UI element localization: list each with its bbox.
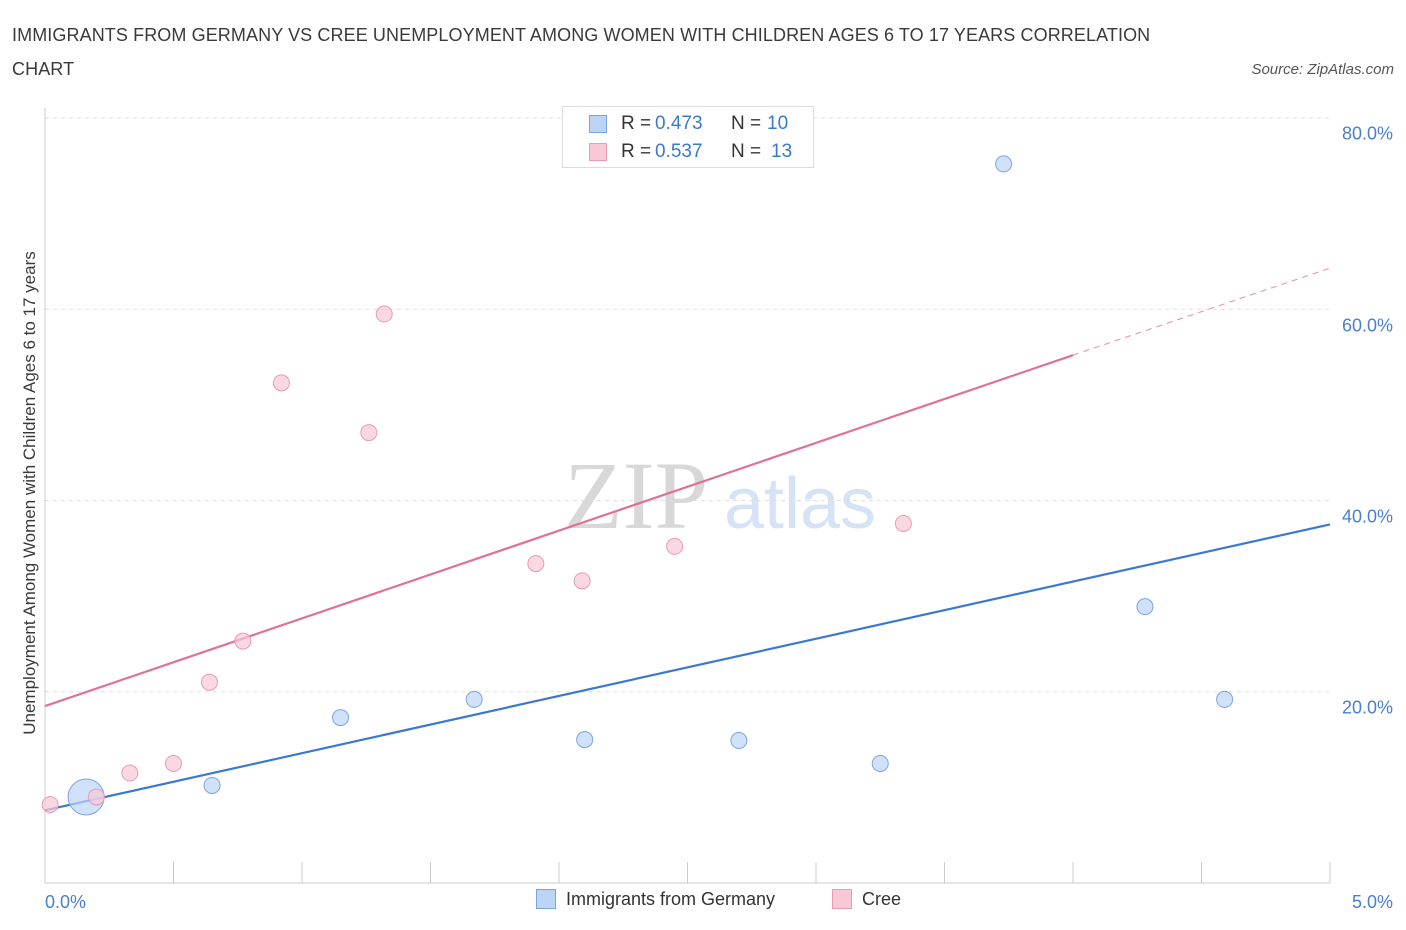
data-point-cree (200, 673, 218, 691)
legend-label-cree: Cree (862, 889, 902, 909)
legend-label-germany: Immigrants from Germany (566, 889, 776, 909)
legend-item-cree: Cree (832, 889, 901, 910)
trend-line-extension (1072, 267, 1331, 356)
data-point-cree (894, 514, 912, 532)
data-point-germany (1136, 598, 1154, 616)
legend-swatch-blue (536, 889, 556, 909)
data-point-cree (360, 424, 378, 442)
data-point-germany (995, 155, 1013, 173)
watermark-zip: ZIP (564, 442, 708, 549)
data-point-cree (375, 305, 393, 323)
legend-n-label: N = (731, 113, 762, 134)
data-point-cree (121, 764, 139, 782)
data-point-cree (87, 788, 105, 806)
trend-line (44, 354, 1074, 708)
legend-swatch-blue (589, 115, 607, 133)
data-point-cree (527, 555, 545, 573)
legend-r-label: R = (621, 141, 652, 162)
legend-swatch-pink (589, 143, 607, 161)
data-point-cree (41, 796, 59, 814)
data-point-germany (203, 776, 221, 794)
chart-title: IMMIGRANTS FROM GERMANY VS CREE UNEMPLOY… (12, 25, 1151, 79)
x-tick-label: 5.0% (1351, 892, 1393, 912)
legend-r-value: 0.537 (655, 141, 703, 162)
data-point-cree (165, 754, 182, 772)
source-label: Source: ZipAtlas.com (1251, 61, 1394, 78)
data-point-cree (234, 632, 252, 650)
data-point-germany (332, 709, 350, 727)
y-tick-label: 40.0% (1341, 506, 1393, 527)
watermark-atlas: atlas (724, 464, 876, 544)
data-point-cree (573, 572, 591, 590)
data-point-germany (1216, 690, 1234, 708)
legend-r-label: R = (621, 113, 652, 134)
y-tick-label: 80.0% (1341, 123, 1393, 144)
x-tick-label: 0.0% (45, 892, 87, 912)
trend-line (44, 523, 1331, 812)
data-point-germany (730, 732, 748, 750)
legend-item-germany: Immigrants from Germany (536, 889, 775, 910)
legend-n-value: 10 (767, 113, 789, 134)
data-point-germany (465, 690, 483, 708)
y-tick-label: 20.0% (1341, 697, 1393, 718)
legend-swatch-pink (832, 889, 852, 909)
data-point-cree (666, 537, 684, 555)
legend-r-value: 0.473 (655, 113, 703, 134)
correlation-legend: R = 0.473 N = 10 R = 0.537 N = 13 (562, 106, 814, 168)
data-point-cree (272, 374, 290, 392)
legend-n-value: 13 (771, 141, 793, 162)
y-tick-label: 60.0% (1341, 315, 1393, 336)
legend-n-label: N = (731, 141, 762, 162)
data-point-germany (871, 754, 889, 772)
data-point-germany (576, 731, 594, 749)
